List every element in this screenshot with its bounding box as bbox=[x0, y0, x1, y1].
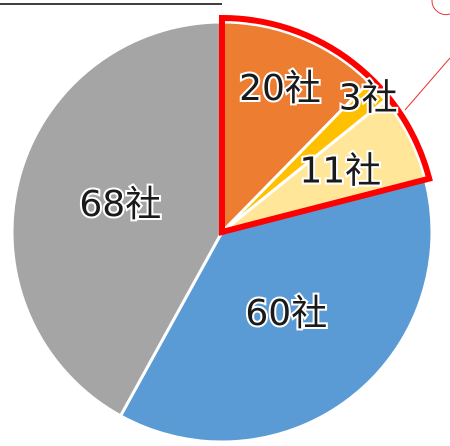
data-label: 60社 bbox=[245, 293, 327, 334]
callout-bubble bbox=[431, 0, 450, 16]
data-label: 11社 bbox=[299, 151, 381, 192]
slice bbox=[10, 20, 224, 418]
data-label: 3社 bbox=[339, 77, 398, 118]
highlight-outline bbox=[219, 14, 433, 236]
slice bbox=[220, 20, 372, 236]
callout-pointer bbox=[404, 57, 450, 111]
data-label: 20社 bbox=[239, 68, 321, 109]
slice bbox=[118, 177, 434, 444]
slices bbox=[10, 20, 434, 444]
data-label: 68社 bbox=[79, 184, 161, 225]
labels: 20社 3社 11社 60社 68社 bbox=[77, 66, 399, 336]
